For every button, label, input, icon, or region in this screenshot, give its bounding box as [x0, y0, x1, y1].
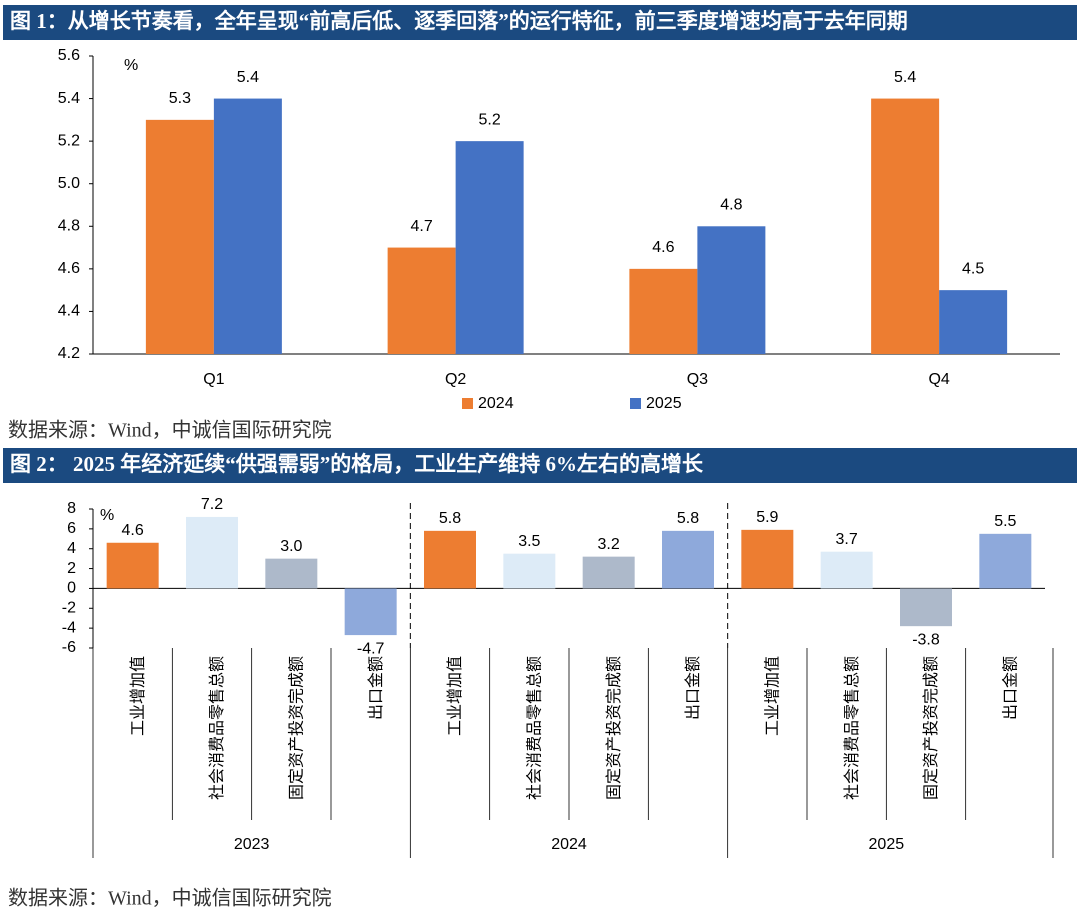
bar: [979, 533, 1032, 589]
bar: [629, 268, 698, 354]
x-tick-label: Q2: [445, 371, 466, 388]
y-tick-label: -4: [62, 619, 76, 636]
y-tick-label: 5.4: [58, 90, 80, 107]
bar: [344, 588, 397, 636]
data-label: 3.0: [280, 538, 302, 555]
x-tick-label: 社会消费品零售总额: [526, 656, 544, 800]
y-tick-label: 8: [67, 500, 76, 517]
data-label: 5.5: [994, 513, 1016, 530]
header-bar: [3, 5, 1077, 40]
source: 数据来源：Wind，中诚信国际研究院: [8, 887, 332, 910]
data-label: -4.7: [357, 640, 385, 657]
bar: [662, 530, 714, 589]
data-label: 5.8: [677, 510, 699, 527]
y-unit: %: [100, 507, 114, 524]
y-tick-label: 4: [67, 540, 76, 557]
data-label: 4.7: [411, 218, 433, 235]
header-bar: [3, 448, 1077, 483]
data-label: 7.2: [201, 496, 223, 513]
y-tick-label: 5.0: [58, 175, 80, 192]
bar: [503, 553, 556, 589]
data-label: 4.5: [962, 260, 984, 277]
data-label: -3.8: [912, 631, 940, 648]
x-tick-label: 固定资产投资完成额: [922, 656, 940, 800]
bar: [265, 558, 318, 589]
chart-title: 图 2： 2025 年经济延续“供强需弱”的格局，工业生产维持 6%左右的高增长: [10, 452, 704, 476]
data-label: 5.3: [169, 90, 191, 107]
x-tick-label: 工业增加值: [764, 656, 782, 736]
x-tick-label: 出口金额: [1002, 656, 1020, 720]
source: 数据来源：Wind，中诚信国际研究院: [8, 419, 332, 442]
y-tick-label: 5.2: [58, 132, 80, 149]
bar: [871, 98, 940, 354]
legend-swatch: [462, 398, 473, 409]
bar: [582, 556, 635, 589]
y-tick-label: 6: [67, 520, 76, 537]
y-unit: %: [124, 57, 138, 74]
bar: [145, 119, 214, 354]
x-tick-label: Q3: [687, 371, 708, 388]
bar: [939, 290, 1008, 354]
y-tick-label: 4.2: [58, 345, 80, 362]
y-tick-label: 5.6: [58, 47, 80, 64]
y-tick-label: 4.6: [58, 260, 80, 277]
legend-label: 2024: [478, 395, 514, 412]
bar: [741, 529, 794, 589]
y-tick-label: 4.8: [58, 218, 80, 235]
data-label: 3.5: [518, 533, 540, 550]
y-tick-label: 4.4: [58, 303, 80, 320]
bar: [387, 247, 456, 354]
chart-title: 图 1：从增长节奏看，全年呈现“前高后低、逐季回落”的运行特征，前三季度增速均高…: [10, 9, 908, 33]
y-tick-label: -2: [62, 600, 76, 617]
data-label: 4.6: [122, 522, 144, 539]
bar: [213, 98, 282, 354]
bar: [424, 530, 476, 589]
data-label: 5.4: [894, 69, 916, 86]
legend-label: 2025: [646, 395, 682, 412]
bar: [820, 551, 873, 589]
x-tick-label: 社会消费品零售总额: [208, 656, 226, 800]
data-label: 5.8: [439, 510, 461, 527]
x-tick-label: 工业增加值: [129, 656, 147, 736]
group-label: 2024: [551, 836, 587, 853]
bar: [697, 226, 766, 354]
x-tick-label: 出口金额: [684, 656, 702, 720]
x-tick-label: 出口金额: [367, 656, 385, 720]
data-label: 5.4: [237, 69, 259, 86]
legend-swatch: [630, 398, 641, 409]
data-label: 4.8: [720, 197, 742, 214]
bar: [455, 141, 524, 354]
y-tick-label: -6: [62, 639, 76, 656]
group-label: 2025: [869, 836, 905, 853]
bar: [900, 588, 952, 627]
x-tick-label: 社会消费品零售总额: [843, 656, 861, 800]
data-label: 5.9: [756, 509, 778, 526]
x-tick-label: 固定资产投资完成额: [605, 656, 623, 800]
x-tick-label: 固定资产投资完成额: [288, 656, 306, 800]
data-label: 5.2: [479, 111, 501, 128]
bar: [106, 542, 159, 589]
data-label: 3.7: [836, 531, 858, 548]
group-label: 2023: [234, 836, 270, 853]
y-tick-label: 2: [67, 560, 76, 577]
y-tick-label: 0: [67, 580, 76, 597]
bar: [186, 516, 238, 589]
x-tick-label: 工业增加值: [446, 656, 464, 736]
x-tick-label: Q4: [928, 371, 949, 388]
data-label: 4.6: [652, 239, 674, 256]
x-tick-label: Q1: [203, 371, 224, 388]
data-label: 3.2: [598, 536, 620, 553]
